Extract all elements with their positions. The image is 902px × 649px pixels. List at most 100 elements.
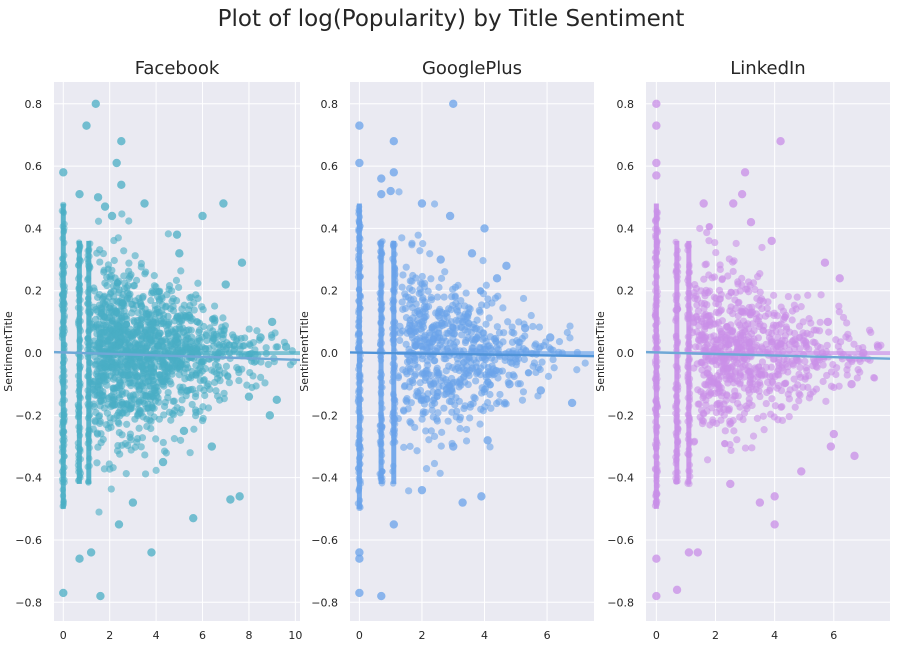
data-point <box>515 318 523 326</box>
data-point <box>391 354 398 362</box>
y-tick-label: 0.8 <box>25 98 43 111</box>
data-point <box>138 362 146 370</box>
data-point <box>235 368 243 377</box>
data-point <box>764 298 772 306</box>
data-point <box>471 394 479 402</box>
data-point <box>59 261 66 269</box>
data-point <box>835 302 843 310</box>
data-point <box>783 325 791 333</box>
data-point <box>495 398 503 406</box>
data-point <box>422 427 430 435</box>
data-point <box>780 342 789 350</box>
data-point <box>520 355 528 364</box>
data-point <box>806 390 814 398</box>
data-point <box>377 591 386 601</box>
data-point <box>86 240 94 247</box>
data-point <box>84 300 91 307</box>
data-point <box>386 186 395 196</box>
data-point <box>844 361 852 369</box>
data-point <box>61 345 68 352</box>
data-point <box>391 326 399 334</box>
data-point <box>729 326 737 335</box>
data-point <box>652 158 661 168</box>
data-point <box>377 174 386 183</box>
data-point <box>732 358 740 366</box>
data-point <box>749 432 758 440</box>
data-point <box>114 322 122 330</box>
data-point <box>378 447 386 455</box>
data-point <box>405 487 413 495</box>
data-point <box>717 330 725 339</box>
data-point <box>84 275 92 282</box>
data-point <box>355 252 362 259</box>
data-point <box>770 520 779 529</box>
data-point <box>228 331 237 339</box>
data-point <box>464 369 472 377</box>
data-point <box>515 343 523 351</box>
data-point <box>59 388 67 396</box>
zero-band <box>91 351 300 355</box>
data-point <box>720 405 728 413</box>
data-point <box>377 319 384 326</box>
data-point <box>59 235 66 242</box>
subplot-title: Facebook <box>135 58 220 79</box>
data-point <box>673 392 680 399</box>
data-point <box>448 364 457 372</box>
data-point <box>399 271 407 279</box>
data-point <box>524 369 532 377</box>
data-point <box>357 396 364 403</box>
data-point <box>273 343 282 351</box>
data-point <box>406 365 415 373</box>
data-point <box>485 342 493 350</box>
data-point <box>422 312 430 321</box>
data-point <box>74 439 82 447</box>
data-point <box>169 397 177 405</box>
data-point <box>465 304 473 312</box>
data-point <box>141 451 149 459</box>
data-point <box>690 438 698 446</box>
data-point <box>136 378 144 386</box>
data-point <box>100 375 108 383</box>
data-point <box>91 417 99 425</box>
data-point <box>118 210 126 218</box>
subplot-facebook: −0.8 −0.6 −0.4 −0.2 0.0 0.2 0.4 0.6 0.8 0 2 4 6 8 10 Fa… <box>2 58 302 642</box>
data-point <box>733 436 741 444</box>
data-point <box>412 342 420 350</box>
data-point <box>449 442 458 451</box>
data-point <box>799 329 807 337</box>
data-point <box>286 361 295 369</box>
y-tick-label: −0.6 <box>311 534 338 547</box>
data-point <box>150 272 158 280</box>
subplot-title: GooglePlus <box>422 58 522 79</box>
data-point <box>819 377 827 386</box>
data-point <box>160 447 169 455</box>
data-point <box>737 337 745 345</box>
data-point <box>812 385 821 393</box>
data-point <box>816 318 824 326</box>
data-point <box>652 327 660 334</box>
data-point <box>772 321 780 329</box>
data-point <box>144 400 152 408</box>
data-point <box>165 332 173 340</box>
data-point <box>93 343 101 352</box>
data-point <box>152 466 160 474</box>
data-point <box>433 364 441 372</box>
data-point <box>516 380 524 388</box>
data-point <box>113 279 122 287</box>
data-point <box>653 208 660 215</box>
y-tick-label: 0.6 <box>617 160 635 173</box>
data-point <box>91 353 99 361</box>
data-point <box>96 258 104 266</box>
data-point <box>729 199 738 208</box>
data-point <box>492 274 502 283</box>
data-point <box>829 429 839 439</box>
data-point <box>398 298 406 306</box>
data-point <box>694 307 702 315</box>
data-point <box>843 319 851 327</box>
data-point <box>484 378 492 386</box>
data-point <box>419 408 427 416</box>
data-point <box>447 398 455 406</box>
data-point <box>138 434 147 442</box>
data-point <box>75 476 82 484</box>
data-point <box>85 478 92 485</box>
